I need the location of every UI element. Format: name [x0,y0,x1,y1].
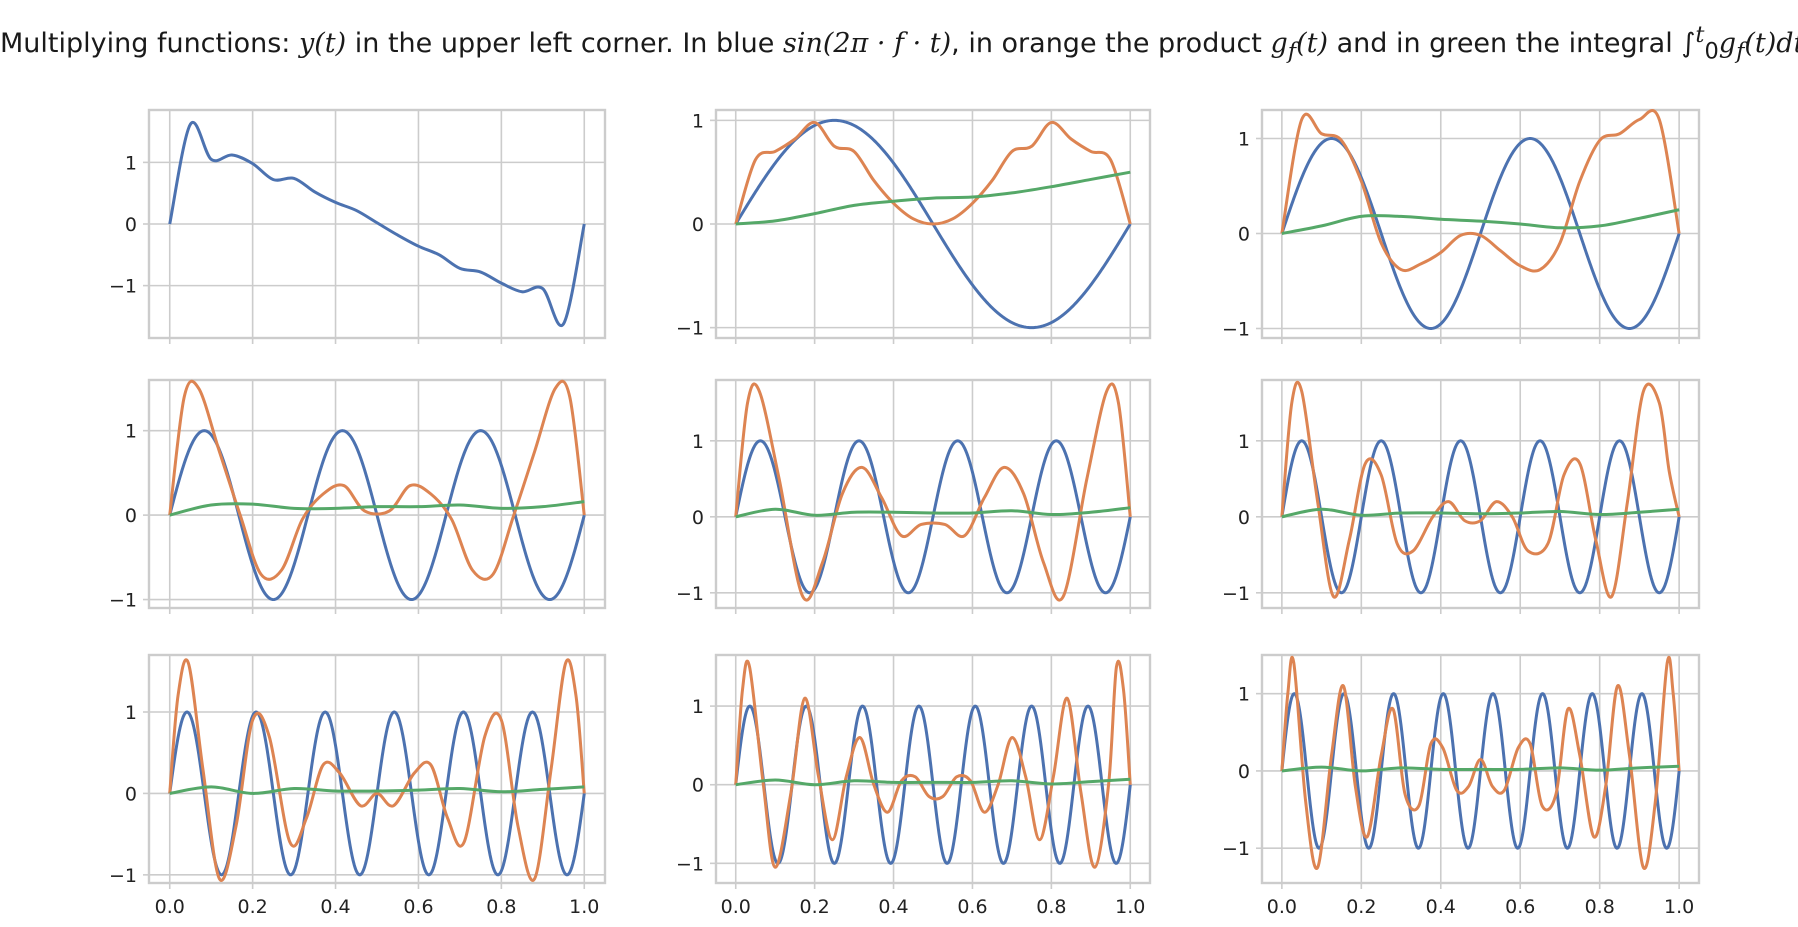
y-tick-label: 1 [1238,129,1250,151]
y-tick-label: −1 [676,583,704,605]
y-tick-label: −1 [109,276,137,298]
x-tick-label: 0.8 [1585,896,1615,918]
y-tick-label: −1 [1222,838,1250,860]
x-tick-label: 0.2 [238,896,268,918]
subplot-row3-col1: −1 0 1 0.0 0.2 0.4 0.6 0.8 1.0 [109,653,607,918]
x-tick-label: 0.6 [403,896,433,918]
series-product-line [734,382,1132,602]
series-product-line [734,659,1132,869]
y-tick-label: 1 [125,152,137,174]
series-integral-line [735,170,1131,226]
x-tick-label: 0.4 [1426,896,1456,918]
y-tick-label: 0 [125,505,137,527]
series-integral-line [169,785,585,795]
x-tick-label: 1.0 [1115,896,1145,918]
figure-title: Multiplying functions: y(t) in the upper… [0,22,1798,65]
axes-frame [147,378,607,610]
axes-frame [147,653,607,885]
series-integral-line [735,506,1131,519]
y-tick-label: 1 [692,110,704,132]
subplot-row2-col3: −1 0 1 [1222,378,1701,614]
series-sine-line [734,439,1132,595]
y-tick-label: −1 [1222,583,1250,605]
y-tick-label: 0 [692,214,704,236]
y-tick-label: 1 [692,431,704,453]
y-tick-label: 0 [125,214,137,236]
y-tick-label: 1 [1238,431,1250,453]
x-tick-label: 1.0 [569,896,599,918]
y-tick-label: −1 [109,865,137,887]
subplot-row3-col2: −1 0 1 0.0 0.2 0.4 0.6 0.8 1.0 [676,653,1152,918]
axes-frame [1260,653,1701,885]
y-tick-label: −1 [109,590,137,612]
series-integral-line [1281,764,1680,773]
x-tick-label: 0.8 [1036,896,1066,918]
y-tick-label: 0 [1238,507,1250,529]
axes-frame [714,378,1152,610]
x-tick-label: 0.0 [721,896,751,918]
series-sine-line [1280,439,1681,595]
y-tick-label: 0 [692,775,704,797]
subplot-row1-col1: −1 0 1 [109,108,607,344]
axes-frame [1260,108,1701,340]
series-integral-line [1281,507,1680,519]
x-tick-label: 0.6 [957,896,987,918]
series-integral-line [735,777,1131,787]
series-product-line [1280,655,1681,871]
y-tick-label: 1 [125,421,137,443]
series-product-line [1280,380,1681,599]
y-tick-label: −1 [1222,319,1250,341]
x-tick-label: 0.0 [155,896,185,918]
subplot-row2-col1: −1 0 1 [109,378,607,614]
subplot-row1-col3: −1 0 1 [1222,108,1701,344]
series-product-line [734,120,1132,226]
y-tick-label: 0 [1238,761,1250,783]
series-product-line [168,658,586,882]
y-tick-label: 1 [125,702,137,724]
subplot-row3-col3: −1 0 1 0.0 0.2 0.4 0.6 0.8 1.0 [1222,653,1701,918]
y-tick-label: 0 [692,507,704,529]
y-tick-label: −1 [676,853,704,875]
axes-frame [714,653,1152,885]
y-tick-label: 1 [1238,684,1250,706]
y-tick-label: −1 [676,318,704,340]
subplot-row1-col2: −1 0 1 [676,108,1152,344]
y-tick-label: 1 [692,696,704,718]
subplot-row2-col2: −1 0 1 [676,378,1152,614]
series-product-line [168,379,586,581]
x-tick-label: 0.2 [1346,896,1376,918]
x-tick-label: 0.2 [800,896,830,918]
x-tick-label: 0.6 [1505,896,1535,918]
series-integral-line [169,500,585,517]
y-tick-label: 0 [125,783,137,805]
x-tick-label: 0.0 [1267,896,1297,918]
series-y-line [168,120,586,328]
series-product-line [1280,109,1681,273]
x-tick-label: 0.4 [320,896,350,918]
y-tick-label: 0 [1238,224,1250,246]
axes-frame [1260,378,1701,610]
series-integral-line [1281,208,1680,235]
x-tick-label: 1.0 [1664,896,1694,918]
x-tick-label: 0.8 [486,896,516,918]
x-tick-label: 0.4 [878,896,908,918]
